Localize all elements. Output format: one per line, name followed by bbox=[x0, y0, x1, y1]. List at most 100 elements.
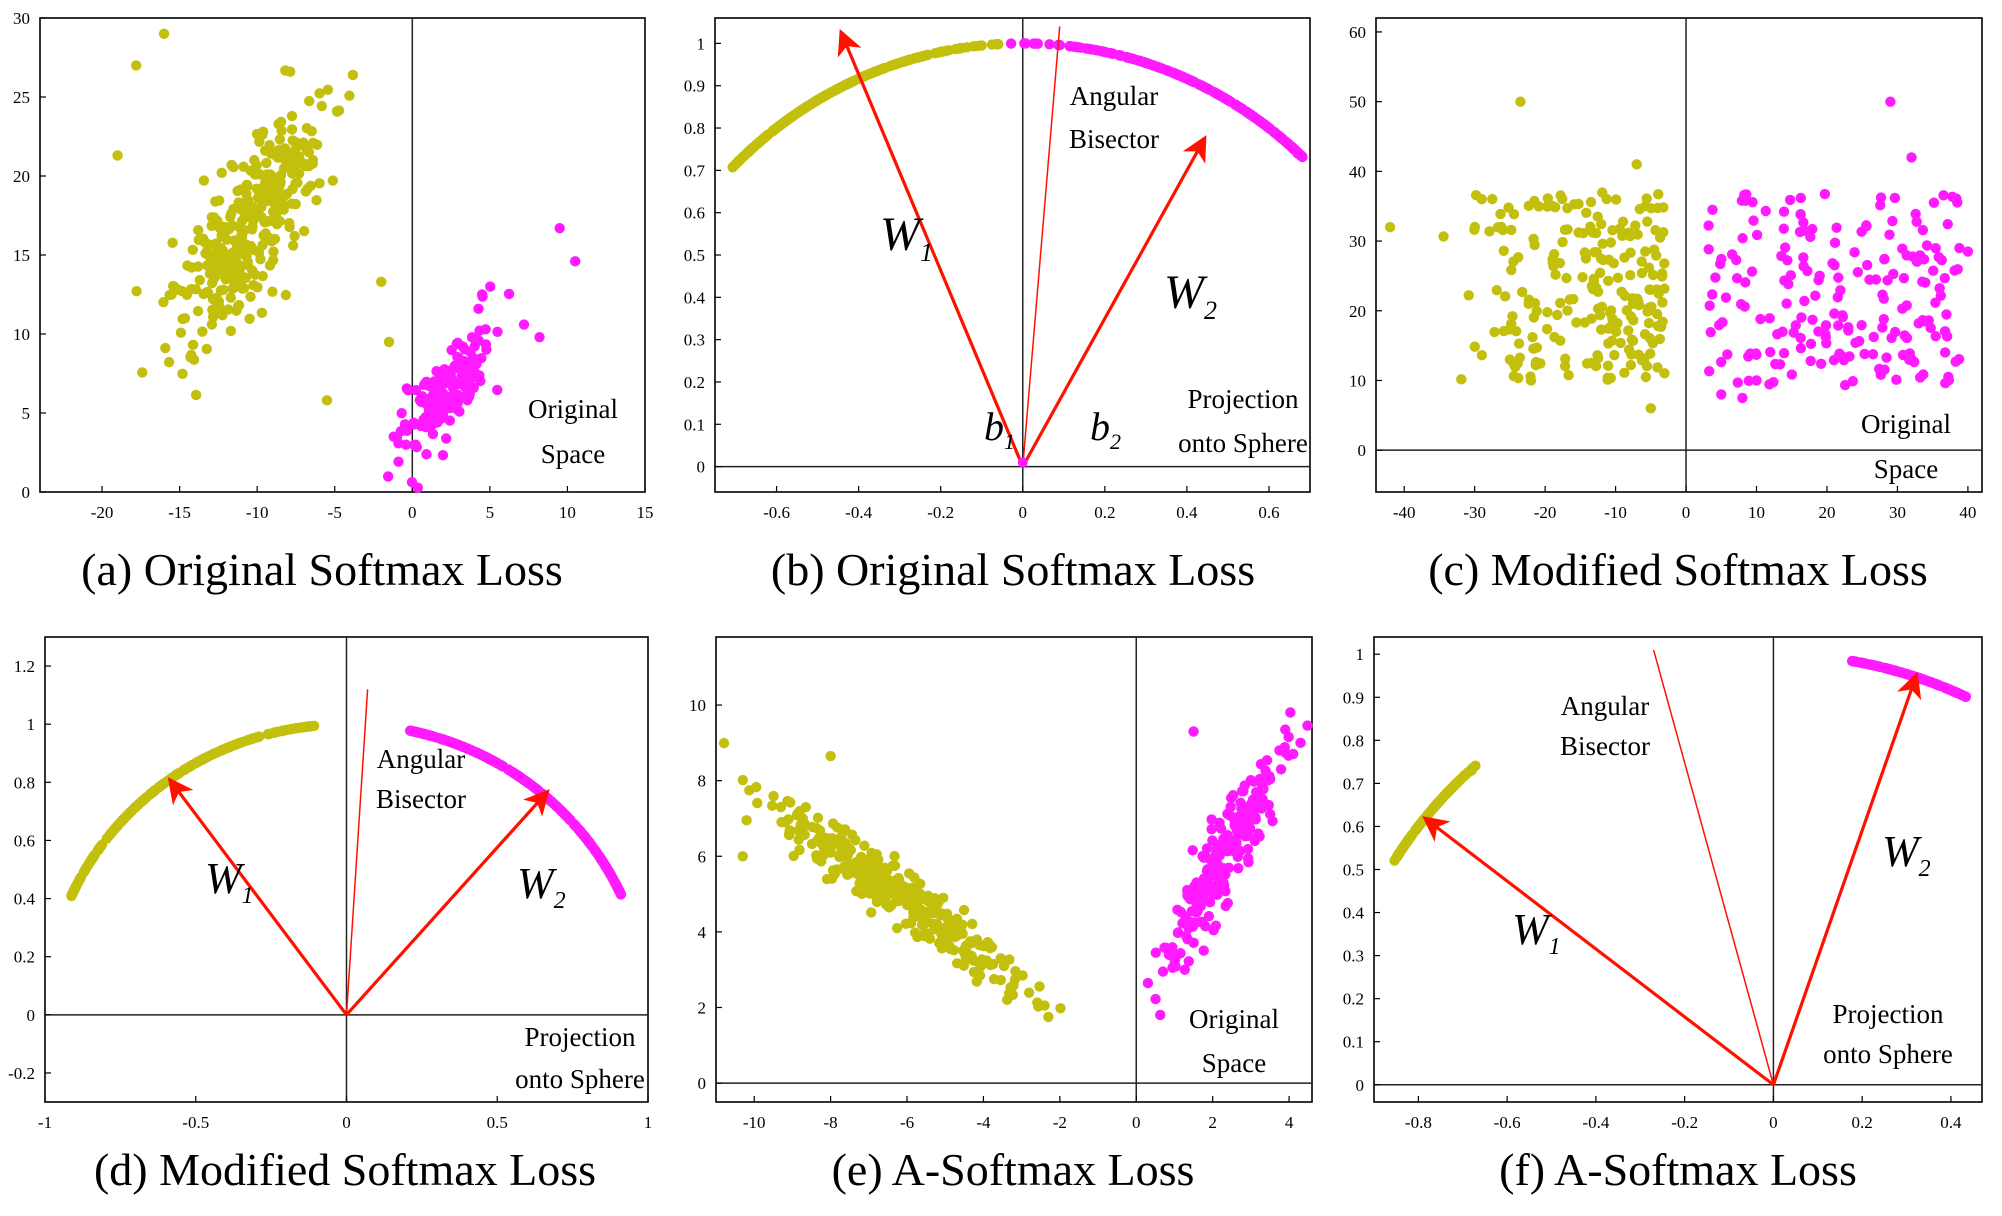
data-point bbox=[784, 825, 796, 836]
data-point bbox=[1602, 360, 1614, 371]
data-point bbox=[256, 307, 268, 319]
data-point bbox=[1930, 297, 1941, 308]
data-point bbox=[1249, 835, 1261, 847]
data-point bbox=[1588, 275, 1600, 287]
data-point bbox=[1898, 272, 1910, 284]
data-point bbox=[826, 873, 838, 884]
annotation-text: Projection bbox=[1833, 999, 1944, 1029]
data-point bbox=[1150, 947, 1161, 958]
data-point bbox=[1939, 347, 1951, 358]
data-point bbox=[1527, 332, 1538, 343]
data-point bbox=[112, 150, 123, 161]
data-point bbox=[492, 326, 503, 338]
data-point bbox=[1623, 325, 1634, 336]
data-point bbox=[1737, 392, 1748, 404]
data-point bbox=[445, 371, 457, 383]
annotation-text: Space bbox=[541, 439, 605, 469]
data-point bbox=[158, 296, 169, 308]
x-tick-label: 0.4 bbox=[1940, 1113, 1962, 1132]
y-tick-label: 10 bbox=[1349, 371, 1366, 390]
x-tick-label: 10 bbox=[559, 503, 576, 522]
vector-label-W2: W2 bbox=[1882, 827, 1931, 882]
data-point bbox=[1469, 341, 1480, 352]
data-point bbox=[992, 39, 1004, 50]
data-point bbox=[1659, 258, 1670, 269]
data-point bbox=[1653, 189, 1664, 200]
data-point bbox=[444, 415, 456, 426]
data-point bbox=[192, 756, 204, 768]
data-point bbox=[476, 353, 487, 364]
data-point bbox=[1187, 845, 1198, 856]
data-point bbox=[492, 384, 503, 396]
data-point bbox=[1489, 326, 1500, 338]
data-point bbox=[928, 893, 939, 905]
x-tick-label: 0 bbox=[1132, 1113, 1141, 1132]
data-point bbox=[1198, 945, 1209, 956]
data-point bbox=[474, 325, 485, 336]
data-point bbox=[448, 363, 459, 375]
x-tick-label: -6 bbox=[900, 1113, 914, 1132]
data-point bbox=[1009, 974, 1021, 985]
data-point bbox=[1188, 937, 1199, 949]
y-tick-label: 25 bbox=[13, 88, 30, 107]
data-point bbox=[1496, 221, 1507, 233]
data-point bbox=[1262, 775, 1274, 786]
data-point bbox=[584, 838, 596, 849]
panel-b: -0.6 -0.4 -0.2 0 0.2 0.4 0.6 0 0.1 0.2 0.3 0.4 0.5 0.… bbox=[684, 17, 1311, 595]
data-point bbox=[203, 751, 214, 762]
data-point bbox=[481, 344, 492, 355]
data-point bbox=[780, 817, 791, 828]
data-point bbox=[1710, 272, 1721, 283]
data-point bbox=[440, 433, 452, 444]
data-point bbox=[1891, 374, 1902, 385]
data-point bbox=[1155, 1009, 1166, 1021]
annotation-text: Space bbox=[1202, 1048, 1266, 1078]
data-point bbox=[198, 175, 210, 186]
y-tick-label: 0.7 bbox=[1343, 774, 1365, 793]
data-point bbox=[971, 934, 983, 945]
y-tick-label: 0.4 bbox=[684, 288, 706, 307]
data-point bbox=[302, 183, 313, 195]
data-point bbox=[1605, 305, 1617, 316]
data-point bbox=[1491, 284, 1502, 296]
x-tick-label: -0.6 bbox=[1494, 1113, 1521, 1132]
data-point bbox=[1884, 229, 1895, 240]
data-point bbox=[295, 722, 306, 733]
data-point bbox=[1513, 338, 1525, 349]
data-point bbox=[264, 139, 275, 151]
data-point bbox=[1232, 812, 1243, 823]
data-point bbox=[1844, 351, 1855, 362]
data-point bbox=[806, 838, 818, 850]
data-point bbox=[437, 449, 449, 461]
data-point bbox=[1658, 202, 1669, 213]
data-point bbox=[1431, 799, 1442, 810]
y-tick-label: 0 bbox=[27, 1006, 36, 1025]
data-point bbox=[1603, 254, 1615, 266]
data-point bbox=[1821, 338, 1832, 349]
data-point bbox=[1517, 286, 1528, 298]
annotation-text: Projection bbox=[1188, 384, 1299, 414]
data-point bbox=[182, 260, 193, 271]
data-point bbox=[276, 193, 287, 204]
data-point bbox=[1901, 332, 1913, 344]
data-point bbox=[258, 230, 269, 241]
data-point bbox=[1260, 120, 1272, 132]
data-point bbox=[839, 824, 851, 835]
data-point bbox=[1655, 321, 1667, 332]
data-point bbox=[534, 331, 545, 343]
data-point bbox=[251, 128, 263, 140]
data-point bbox=[1564, 294, 1575, 305]
data-point bbox=[1962, 246, 1974, 257]
data-point bbox=[430, 397, 442, 408]
data-point bbox=[1933, 251, 1944, 263]
data-point bbox=[880, 877, 891, 888]
data-point bbox=[1715, 356, 1727, 368]
data-point bbox=[145, 788, 156, 800]
data-point bbox=[1889, 192, 1901, 204]
data-point bbox=[1055, 1003, 1066, 1014]
data-point bbox=[1175, 948, 1186, 959]
data-point bbox=[468, 382, 479, 393]
y-tick-label: 8 bbox=[698, 772, 707, 791]
y-tick-label: 0 bbox=[22, 483, 31, 502]
data-point bbox=[1043, 1011, 1054, 1023]
